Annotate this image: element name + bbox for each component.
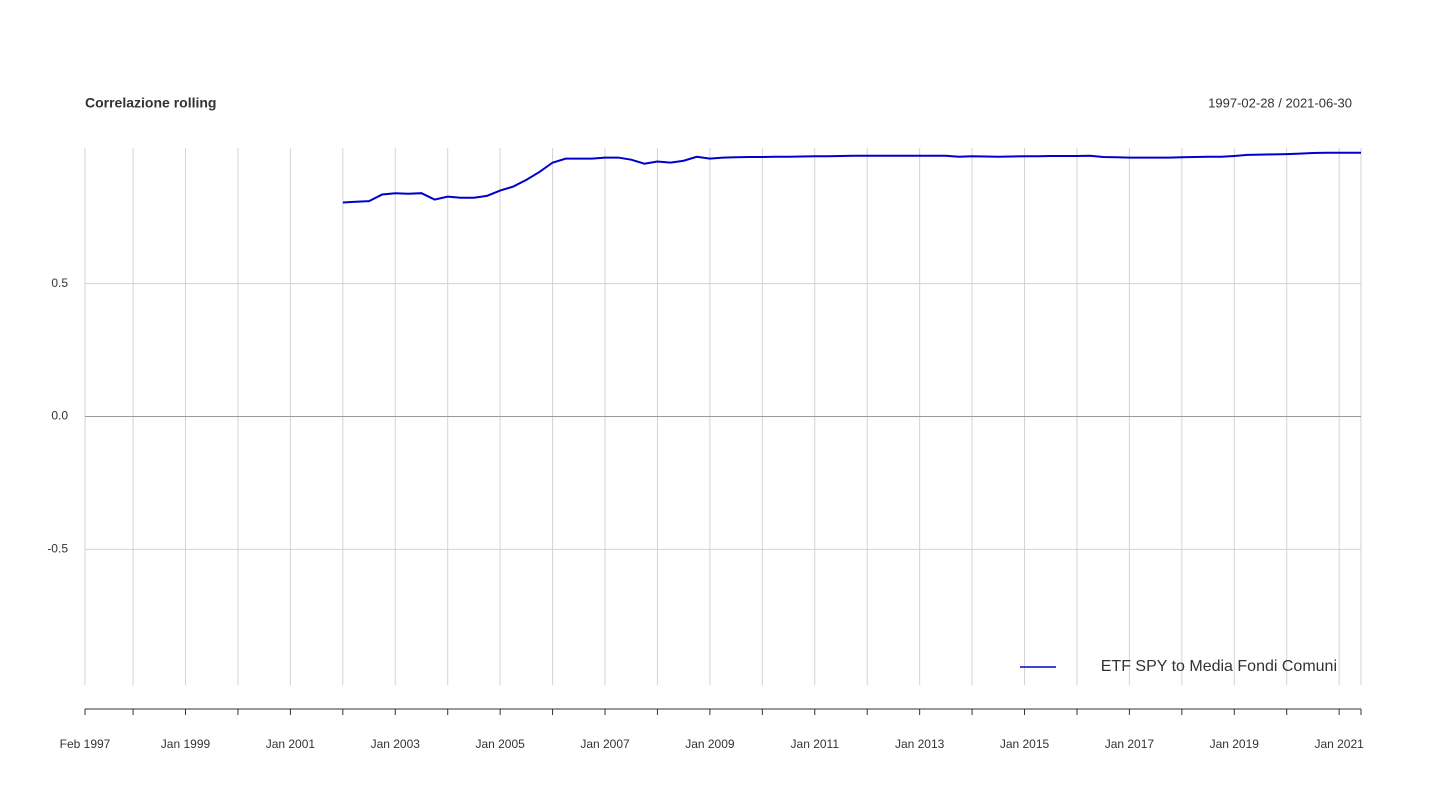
x-tick-label: Jan 2001 [266, 737, 316, 751]
x-tick-label: Jan 2007 [580, 737, 630, 751]
x-tick-label: Jan 2011 [791, 737, 840, 751]
x-tick-label: Jan 2013 [895, 737, 945, 751]
x-tick-label: Jan 2019 [1210, 737, 1260, 751]
x-tick-label: Jan 2003 [371, 737, 421, 751]
legend-label: ETF SPY to Media Fondi Comuni [1101, 658, 1337, 675]
y-tick-label: 0.5 [51, 276, 68, 290]
x-tick-label: Jan 1999 [161, 737, 211, 751]
x-tick-label: Jan 2017 [1105, 737, 1155, 751]
y-tick-label: 0.0 [51, 409, 68, 423]
chart-subtitle: 1997-02-28 / 2021-06-30 [1208, 95, 1352, 110]
x-tick-label: Jan 2009 [685, 737, 735, 751]
series-line [342, 151, 1361, 204]
x-tick-label: Jan 2021 [1314, 737, 1364, 751]
x-tick-label: Jan 2005 [475, 737, 525, 751]
x-tick-label: Feb 1997 [60, 737, 111, 751]
y-tick-label: -0.5 [47, 542, 68, 556]
x-tick-label: Jan 2015 [1000, 737, 1050, 751]
chart-title: Correlazione rolling [85, 95, 216, 111]
